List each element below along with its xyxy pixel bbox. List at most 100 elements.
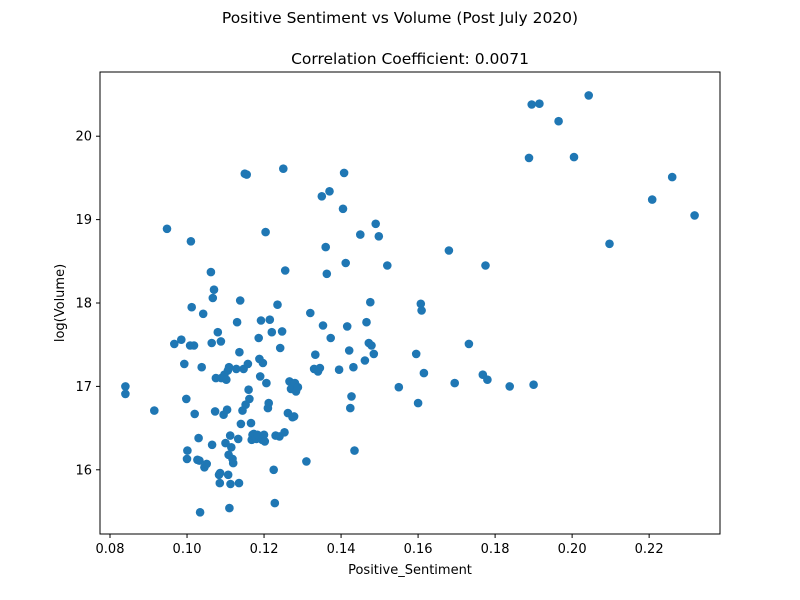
data-points [121, 91, 699, 517]
data-point [216, 337, 226, 346]
data-point [527, 100, 536, 109]
data-point [394, 382, 404, 392]
data-point [416, 299, 426, 309]
data-point [341, 258, 351, 268]
data-point [505, 382, 514, 391]
data-point [224, 362, 234, 372]
data-point [170, 339, 179, 349]
x-axis-ticks: 0.08 0.10 0.12 0.14 0.16 0.18 0.20 0.22 [96, 534, 664, 557]
data-point [413, 398, 423, 408]
data-point [275, 343, 285, 353]
y-tick-label: 20 [75, 130, 92, 145]
data-point [208, 293, 218, 303]
x-tick-label: 0.22 [635, 542, 664, 557]
data-point [233, 434, 243, 444]
data-point [254, 333, 263, 343]
data-point [207, 338, 216, 348]
data-point [187, 302, 196, 312]
data-point [209, 285, 219, 295]
x-tick-label: 0.18 [481, 542, 510, 557]
data-point [317, 192, 327, 201]
data-point [226, 479, 235, 489]
data-point [194, 433, 203, 443]
data-point [367, 341, 376, 350]
data-point [667, 172, 677, 182]
data-point [186, 237, 196, 246]
data-point [232, 317, 242, 327]
data-point [210, 407, 220, 416]
data-point [195, 456, 204, 465]
data-point [215, 468, 225, 478]
data-point [259, 430, 269, 440]
data-point [258, 358, 268, 368]
data-point [244, 385, 253, 395]
data-point [234, 478, 244, 488]
data-point [464, 339, 474, 349]
data-point [242, 170, 251, 179]
data-point [273, 300, 282, 310]
y-tick-label: 18 [75, 297, 92, 312]
data-point [293, 382, 303, 392]
data-point [222, 375, 231, 385]
data-point [374, 232, 384, 241]
data-point [280, 428, 289, 437]
y-axis-label: log(Volume) [53, 264, 68, 342]
x-tick-label: 0.20 [558, 542, 587, 557]
data-point [360, 356, 370, 365]
data-point [339, 168, 349, 178]
data-point [605, 239, 614, 249]
data-point [371, 219, 381, 229]
data-point [349, 362, 358, 372]
data-point [269, 465, 279, 475]
data-point [262, 378, 271, 388]
data-point [206, 267, 216, 277]
x-tick-label: 0.16 [404, 542, 433, 557]
data-point [338, 204, 348, 214]
data-point [245, 394, 254, 404]
data-point [322, 269, 332, 279]
data-point [222, 405, 232, 415]
data-point [554, 116, 563, 126]
data-point [347, 392, 356, 401]
data-point [270, 498, 280, 508]
data-point [227, 443, 236, 452]
y-axis-ticks: 16 17 18 19 20 [75, 130, 100, 478]
data-point [256, 316, 266, 325]
data-point [190, 409, 199, 419]
data-point [255, 372, 265, 381]
data-point [223, 470, 233, 480]
data-point [225, 503, 234, 513]
data-point [215, 478, 225, 488]
data-point [344, 346, 354, 355]
data-point [346, 403, 355, 413]
data-point [311, 350, 320, 360]
x-tick-label: 0.12 [250, 542, 279, 557]
data-point [150, 406, 159, 415]
data-point [182, 454, 192, 464]
data-point [177, 335, 186, 345]
data-point [207, 440, 217, 450]
x-axis-label: Positive_Sentiment [348, 563, 472, 578]
data-point [279, 164, 288, 173]
data-point [326, 333, 336, 343]
data-point [483, 375, 492, 385]
data-point [202, 459, 211, 469]
data-point [647, 195, 657, 204]
data-point [569, 152, 579, 162]
data-point [419, 368, 429, 378]
data-point [280, 266, 290, 275]
data-point [321, 242, 331, 252]
data-point [198, 309, 208, 319]
data-point [315, 363, 325, 373]
data-point [529, 380, 538, 390]
data-point [182, 394, 191, 404]
data-point [306, 308, 315, 318]
x-tick-label: 0.14 [327, 542, 356, 557]
data-point [213, 327, 223, 337]
data-point [260, 437, 270, 446]
data-point [417, 306, 426, 315]
data-point [690, 211, 699, 220]
figure-title: Positive Sentiment vs Volume (Post July … [221, 9, 579, 27]
data-point [356, 230, 365, 239]
data-point [584, 91, 593, 100]
